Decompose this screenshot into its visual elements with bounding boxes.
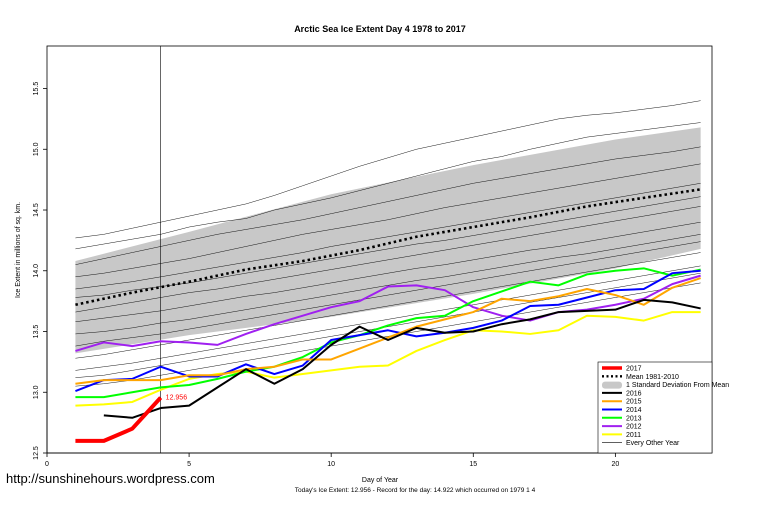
chart-title: Arctic Sea Ice Extent Day 4 1978 to 2017	[294, 24, 466, 34]
series-line-2013	[75, 267, 701, 399]
y-axis-label: Ice Extent in millions of sq. km.	[15, 202, 22, 298]
y-tick-label: 13.0	[33, 385, 40, 399]
other-year-line	[75, 234, 701, 335]
series-line-2017	[75, 396, 163, 443]
series-line-2011	[75, 311, 701, 407]
other-year-line	[75, 163, 701, 278]
x-tick-label: 5	[187, 461, 191, 468]
other-year-line	[75, 183, 701, 290]
y-tick-label: 12.5	[33, 446, 40, 460]
x-tick-label: 20	[611, 461, 619, 468]
y-tick-label: 15.0	[33, 142, 40, 156]
legend-label: 2013	[626, 415, 642, 422]
legend-label: 2014	[626, 407, 642, 414]
other-year-line	[75, 241, 701, 347]
other-year-line	[75, 122, 701, 250]
watermark-url: http://sunshinehours.wordpress.com	[6, 471, 215, 486]
x-tick-label: 15	[469, 461, 477, 468]
series-line-2014	[75, 269, 701, 392]
x-tick-label: 10	[327, 461, 335, 468]
legend-label: 2012	[626, 424, 642, 431]
x-tick-label: 0	[45, 461, 49, 468]
other-year-line	[75, 282, 701, 387]
legend-label: 2017	[626, 366, 642, 373]
series-line-2016	[103, 298, 701, 419]
legend-swatch	[602, 381, 622, 389]
other-year-line	[75, 221, 701, 323]
other-year-line	[75, 100, 701, 239]
y-tick-label: 14.5	[33, 203, 40, 217]
y-tick-label: 13.5	[33, 325, 40, 339]
plot-area: 12.956	[46, 45, 713, 454]
y-tick-label: 14.0	[33, 264, 40, 278]
y-axis: 12.5 13.0 13.5 14.0 14.5 15.0 15.5	[33, 82, 48, 460]
x-axis: 0 5 10 15 20	[45, 452, 619, 468]
mean-line	[75, 188, 701, 307]
other-year-line	[75, 146, 701, 265]
legend-label: 2016	[626, 390, 642, 397]
legend-label: 1 Standard Deviation From Mean	[626, 382, 729, 389]
legend-label: Every Other Year	[626, 440, 680, 447]
x-axis-label: Day of Year	[362, 477, 399, 484]
other-year-line	[75, 265, 701, 371]
sd-band	[75, 127, 701, 354]
other-year-line	[75, 206, 701, 313]
legend-label: 2011	[626, 432, 641, 439]
legend-label: 2015	[626, 399, 642, 406]
series-line-2012	[75, 274, 701, 352]
todays-value-label: 12.956	[166, 395, 188, 402]
footnote: Today's Ice Extent: 12.956 - Record for …	[295, 487, 536, 494]
series-line-2015	[75, 277, 701, 385]
y-tick-label: 15.5	[33, 82, 40, 96]
legend-label: Mean 1981-2010	[626, 374, 679, 381]
